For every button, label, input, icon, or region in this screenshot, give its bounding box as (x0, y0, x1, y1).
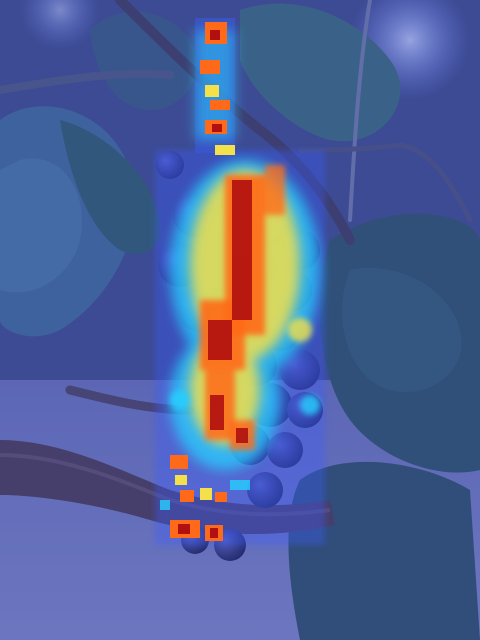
vine-branches (0, 0, 473, 245)
sky-glow-left (20, 0, 100, 50)
vine-leaves (0, 3, 480, 640)
attention-heatmap (155, 18, 325, 545)
